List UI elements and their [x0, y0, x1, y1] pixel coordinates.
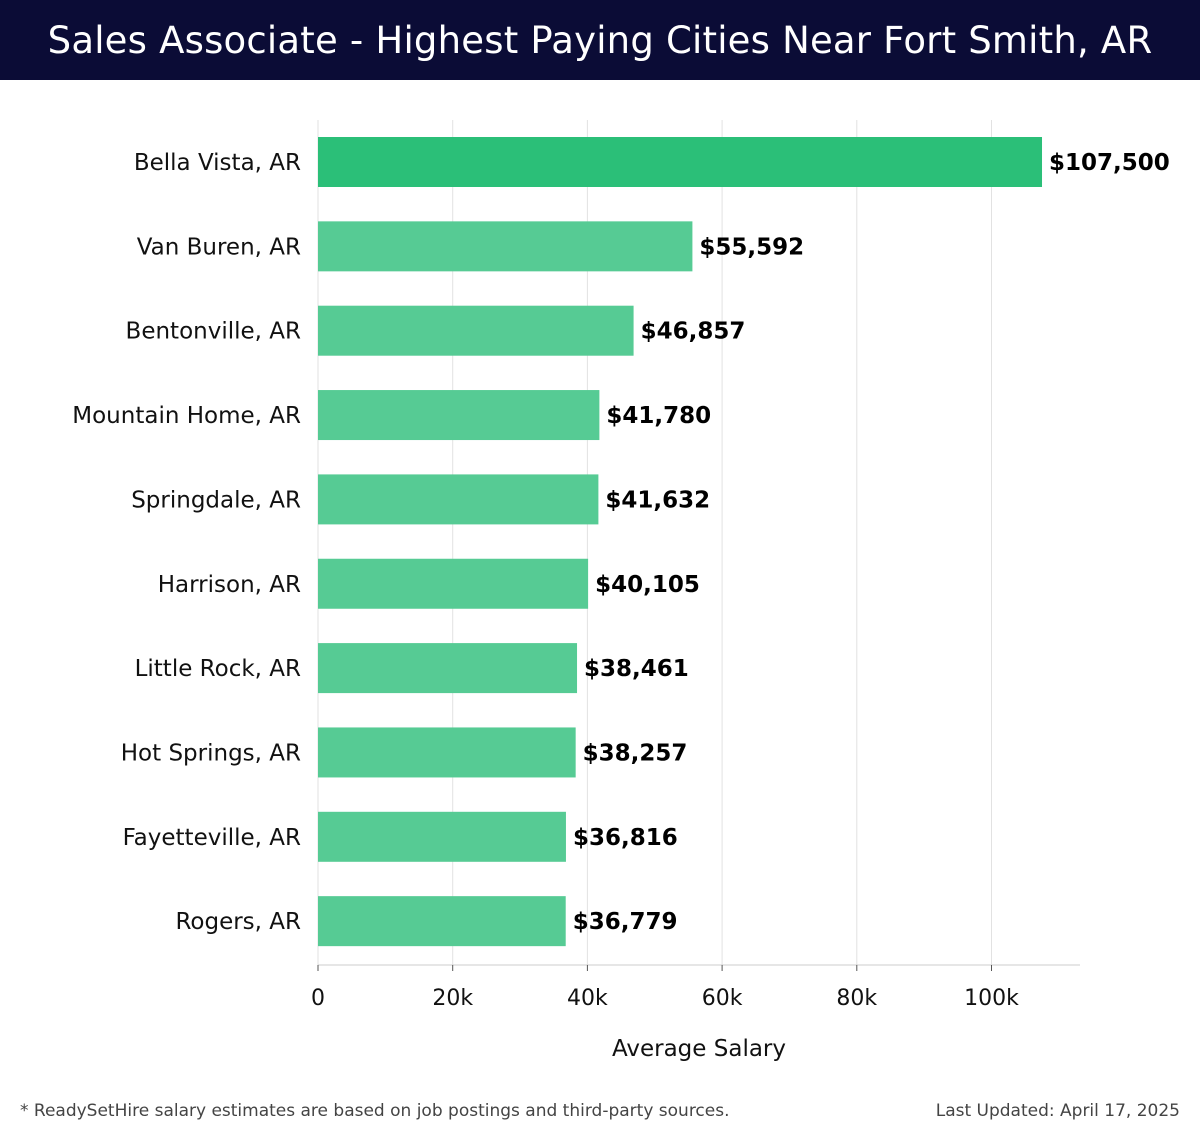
bar — [318, 811, 566, 862]
value-label: $36,816 — [573, 825, 678, 851]
bar — [318, 221, 693, 272]
category-label: Van Buren, AR — [137, 234, 301, 260]
value-label: $46,857 — [641, 319, 746, 345]
category-label: Springdale, AR — [131, 487, 301, 513]
category-label: Fayetteville, AR — [123, 825, 301, 851]
bars — [318, 137, 1043, 947]
bar — [318, 474, 599, 525]
category-label: Rogers, AR — [175, 909, 301, 935]
bar — [318, 305, 634, 356]
value-label: $41,780 — [606, 403, 711, 429]
chart-header: Sales Associate - Highest Paying Cities … — [0, 0, 1200, 80]
value-label: $41,632 — [605, 487, 710, 513]
value-label: $36,779 — [573, 909, 678, 935]
value-label: $38,257 — [583, 740, 688, 766]
chart-title: Sales Associate - Highest Paying Cities … — [47, 18, 1153, 62]
salary-bar-chart: 0 20k 40k 60k 80k 100k Bella Vista, AR Van Bur… — [72, 120, 1170, 1062]
category-label: Hot Springs, AR — [121, 740, 301, 766]
bar — [318, 558, 589, 609]
x-tick-label: 80k — [836, 986, 877, 1011]
value-label: $55,592 — [699, 234, 804, 260]
x-tick-label: 100k — [964, 986, 1019, 1011]
category-label: Bella Vista, AR — [134, 150, 301, 176]
value-labels: $107,500 $55,592 $46,857 $41,780 $41,632 $40,… — [573, 150, 1170, 935]
x-tick-label: 60k — [702, 986, 743, 1011]
x-axis: 0 20k 40k 60k 80k 100k — [311, 964, 1080, 1011]
x-tick-label: 0 — [311, 986, 325, 1011]
value-label: $40,105 — [595, 572, 700, 598]
bar — [318, 896, 566, 947]
x-tick-label: 20k — [432, 986, 473, 1011]
value-label: $38,461 — [584, 656, 689, 682]
category-label: Harrison, AR — [158, 572, 301, 598]
bar — [318, 643, 578, 694]
category-label: Little Rock, AR — [135, 656, 301, 682]
x-axis-label: Average Salary — [612, 1036, 786, 1062]
category-labels: Bella Vista, AR Van Buren, AR Bentonville,… — [72, 150, 301, 935]
category-label: Mountain Home, AR — [72, 403, 301, 429]
bar — [318, 727, 576, 778]
last-updated: Last Updated: April 17, 2025 — [935, 1101, 1180, 1121]
bar — [318, 390, 600, 441]
category-label: Bentonville, AR — [126, 319, 301, 345]
footer-disclaimer: * ReadySetHire salary estimates are base… — [20, 1101, 730, 1121]
bar — [318, 137, 1043, 187]
x-tick-label: 40k — [567, 986, 608, 1011]
value-label: $107,500 — [1049, 150, 1170, 176]
